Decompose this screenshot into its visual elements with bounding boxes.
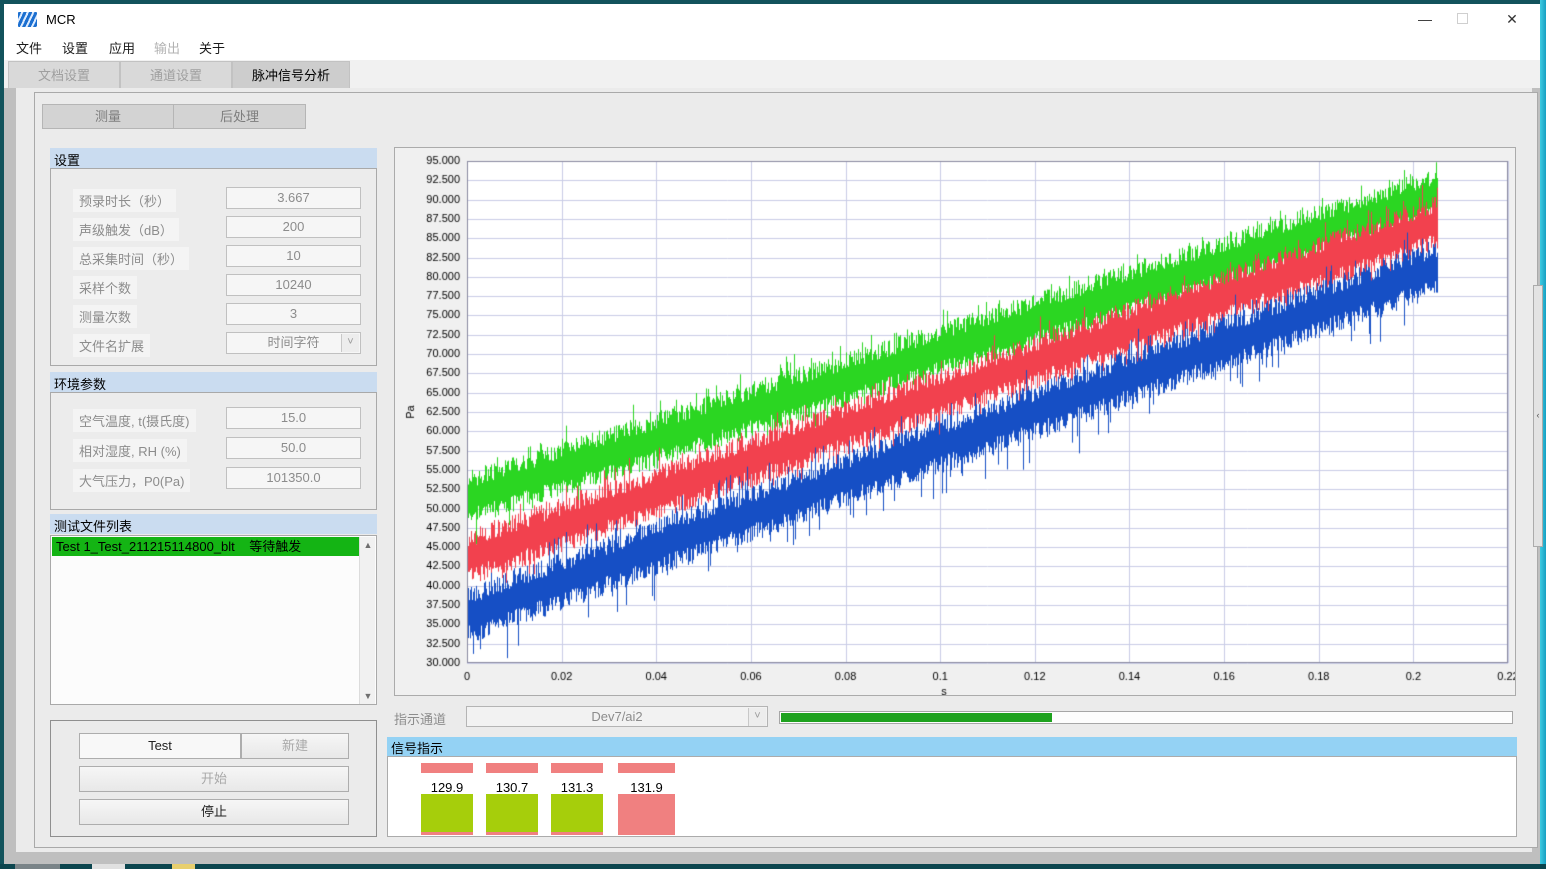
field-label: 测量次数 [73,305,138,328]
signal-led-strip-3 [551,763,603,773]
menu-settings[interactable]: 设置 [62,41,89,56]
stop-button[interactable]: 停止 [79,799,349,825]
taskbar [0,864,1546,869]
signal-led-strip-4 [618,763,675,773]
tab-pulse-signal-analysis[interactable]: 脉冲信号分析 [232,61,350,88]
app-icon [18,12,37,27]
environment-group-header: 环境参数 [50,372,377,392]
signal-led-strip-1 [421,763,473,773]
title-bar: MCR — ✕ [4,4,1540,34]
app-window: MCR — ✕ 文件 设置 应用 输出 关于 文档设置 通道设置 脉冲信号分析 … [4,4,1543,864]
menu-output[interactable]: 输出 [154,41,181,56]
new-button[interactable]: 新建 [241,733,349,759]
field-label: 采样个数 [73,276,138,299]
signal-value-2: 130.7 [495,780,529,795]
sound-level-trigger-field[interactable]: 200 [226,216,361,238]
file-list-header: 测试文件列表 [50,514,377,534]
field-label: 文件名扩展 [73,334,151,357]
indicator-channel-dropdown[interactable]: Dev7/ai2 ˅ [466,706,768,727]
tab-channel-settings[interactable]: 通道设置 [120,61,232,88]
file-list-item[interactable]: Test 1_Test_211215114800_blt 等待触发 [52,537,360,556]
menu-file[interactable]: 文件 [16,41,43,56]
chart-container [394,147,1516,696]
subtab-measure[interactable]: 测量 [42,104,174,129]
indicator-channel-label: 指示通道 [394,712,447,727]
maximize-icon [1457,13,1468,24]
settings-group: 预录时长（秒） 3.667 声级触发（dB） 200 总采集时间（秒） 10 采… [50,168,377,366]
window-title: MCR [46,12,76,27]
sample-count-field[interactable]: 10240 [226,274,361,296]
air-temperature-field[interactable]: 15.0 [226,407,361,429]
signal-block-2 [486,794,538,835]
environment-group: 空气温度, t(摄氏度) 15.0 相对湿度, RH (%) 50.0 大气压力… [50,392,377,510]
menu-apply[interactable]: 应用 [109,41,136,56]
measure-count-field[interactable]: 3 [226,303,361,325]
panel-collapse-handle[interactable]: ‹ [1533,285,1543,547]
signal-block-1 [421,794,473,835]
test-file-list[interactable]: Test 1_Test_211215114800_blt 等待触发 ▲ ▼ [50,535,377,705]
chevron-down-icon[interactable]: ˅ [748,708,766,726]
total-acquisition-time-field[interactable]: 10 [226,245,361,267]
signal-indication-header: 信号指示 [387,737,1517,756]
atmospheric-pressure-field[interactable]: 101350.0 [226,467,361,489]
signal-indication-panel: 129.9 130.7 131.3 131.9 [387,756,1517,837]
file-name: Test 1_Test_211215114800_blt [56,539,235,554]
filename-extension-dropdown[interactable]: 时间字符 ˅ [226,332,361,354]
relative-humidity-field[interactable]: 50.0 [226,437,361,459]
field-label: 空气温度, t(摄氏度) [73,409,196,432]
scroll-up-icon[interactable]: ▲ [363,540,373,550]
signal-value-3: 131.3 [560,780,594,795]
taskbar-icon[interactable] [15,864,60,869]
file-status: 等待触发 [249,539,302,554]
maximize-button[interactable] [1447,4,1479,34]
menu-about[interactable]: 关于 [199,41,226,56]
field-label: 大气压力，P0(Pa) [73,469,191,492]
taskbar-icon[interactable] [172,864,195,869]
list-scrollbar[interactable]: ▲ ▼ [359,537,375,704]
settings-group-header: 设置 [50,148,377,168]
field-label: 总采集时间（秒） [73,247,190,270]
signal-led-strip-2 [486,763,538,773]
tab-document-settings[interactable]: 文档设置 [8,61,120,88]
field-label: 声级触发（dB） [73,218,179,241]
close-button[interactable]: ✕ [1506,11,1518,27]
control-button-group: Test 新建 开始 停止 [50,720,377,837]
signal-block-3 [551,794,603,835]
signal-waveform-chart [395,148,1515,695]
desktop-right-edge [1540,0,1546,869]
field-label: 预录时长（秒） [73,189,177,212]
menu-bar: 文件 设置 应用 输出 关于 [4,34,1540,60]
start-button[interactable]: 开始 [79,766,349,792]
prerecord-duration-field[interactable]: 3.667 [226,187,361,209]
taskbar-icon[interactable] [92,864,125,869]
tab-strip: 文档设置 通道设置 脉冲信号分析 [4,60,1540,88]
trigger-progress-bar [779,711,1513,724]
minimize-button[interactable]: — [1418,11,1432,27]
chevron-down-icon[interactable]: ˅ [341,334,359,352]
progress-fill [781,713,1052,722]
test-name-button[interactable]: Test [79,733,241,759]
signal-value-4: 131.9 [630,780,663,795]
subtab-postprocess[interactable]: 后处理 [173,104,306,129]
signal-value-1: 129.9 [430,780,464,795]
signal-block-4 [618,794,675,835]
field-label: 相对湿度, RH (%) [73,439,187,462]
scroll-down-icon[interactable]: ▼ [363,691,373,701]
client-area: 测量 后处理 设置 预录时长（秒） 3.667 声级触发（dB） 200 总采集… [16,88,1543,852]
